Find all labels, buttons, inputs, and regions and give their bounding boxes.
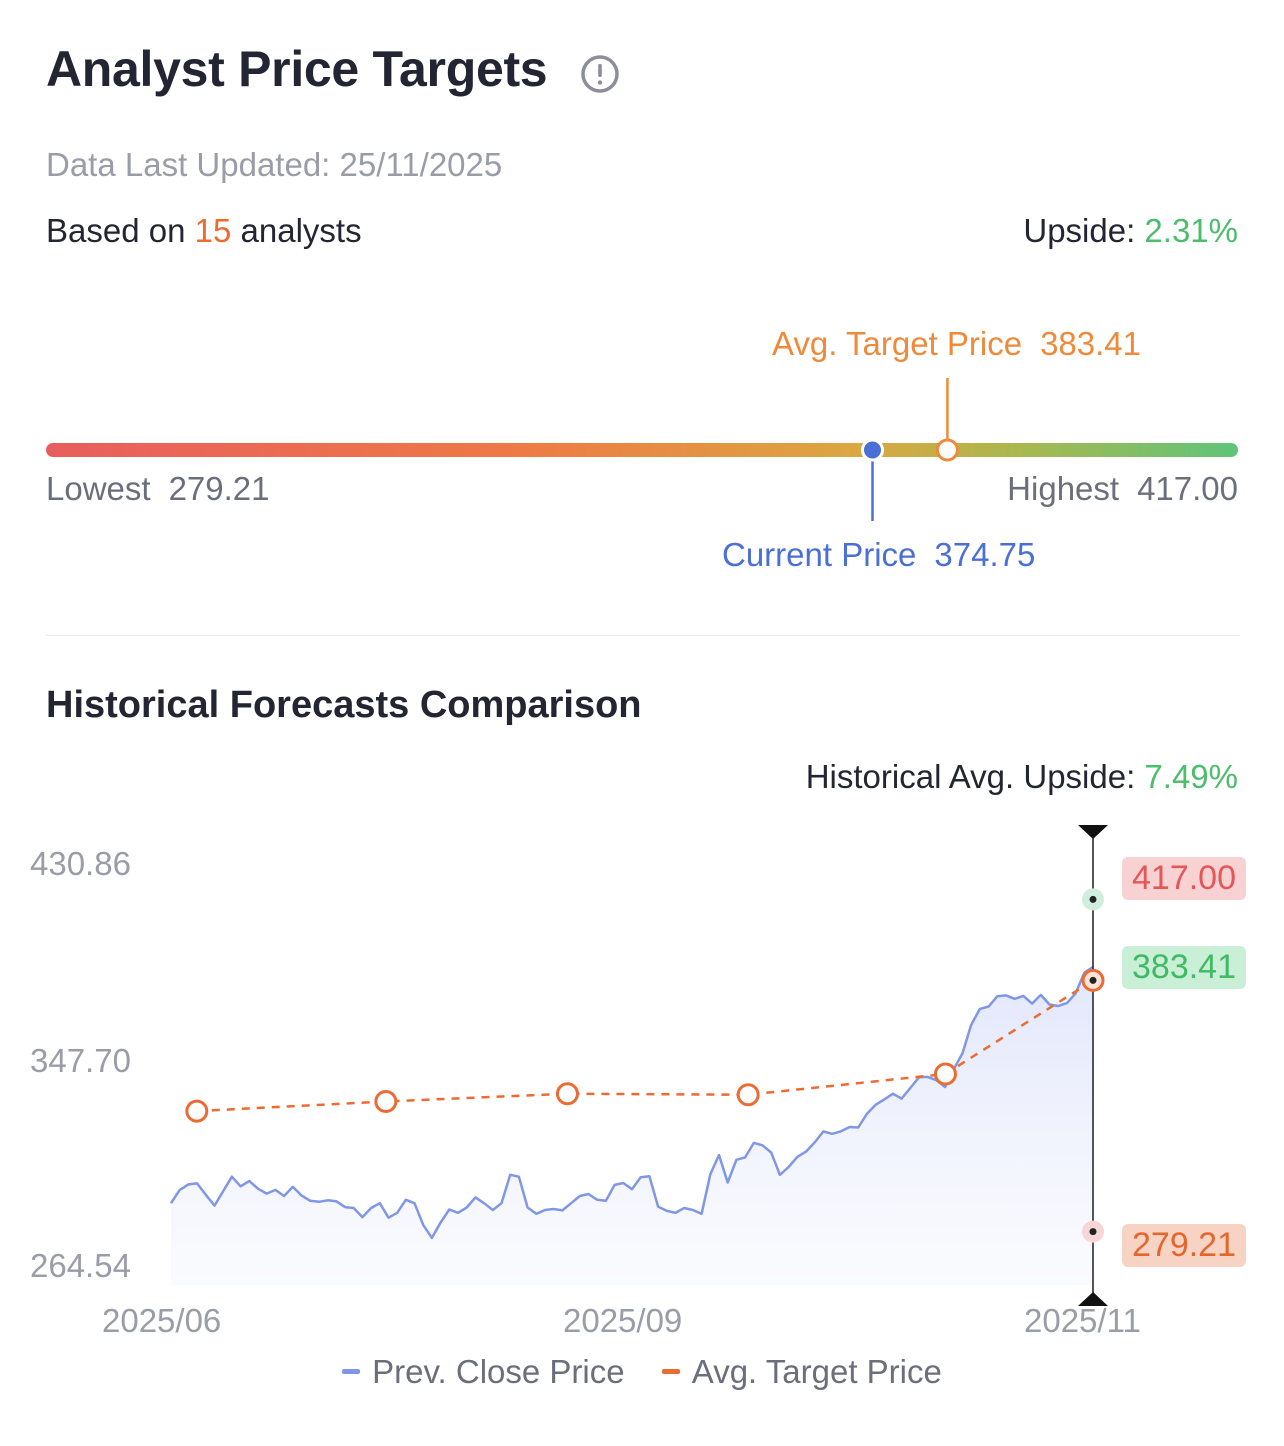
y-tick-label: 264.54 bbox=[30, 1247, 131, 1284]
historical-chart[interactable] bbox=[0, 0, 1284, 1340]
x-tick-label: 2025/09 bbox=[563, 1302, 683, 1339]
avg-target-line bbox=[196, 979, 1094, 1113]
lowest-badge: 279.21 bbox=[1122, 1224, 1246, 1267]
avg-target-point bbox=[736, 1083, 760, 1107]
highest-badge: 417.00 bbox=[1122, 857, 1246, 900]
avg-target-marker bbox=[935, 438, 959, 462]
upside-text: Upside: 2.31% bbox=[1023, 212, 1238, 249]
cursor-bottom-arrow bbox=[1078, 1292, 1108, 1306]
page-title: Analyst Price Targets bbox=[46, 41, 548, 97]
avg-target-value: 383.41 bbox=[1040, 325, 1142, 362]
avg-target-point bbox=[933, 1062, 957, 1086]
analyst-count-text: Based on 15 analysts bbox=[46, 212, 362, 249]
avg-marker-dot bbox=[1089, 976, 1097, 984]
legend-item-avg[interactable]: Avg. Target Price bbox=[661, 1353, 942, 1391]
highest-target: Highest 417.00 bbox=[1007, 470, 1238, 507]
current-price-value: 374.75 bbox=[934, 536, 1036, 573]
y-tick-label: 430.86 bbox=[30, 845, 131, 882]
current-price-marker bbox=[861, 438, 885, 462]
avg-target-point bbox=[374, 1089, 398, 1113]
highest-marker-dot bbox=[1089, 895, 1097, 903]
legend-item-close[interactable]: Prev. Close Price bbox=[342, 1353, 625, 1391]
info-icon[interactable] bbox=[580, 54, 620, 94]
section-title: Historical Forecasts Comparison bbox=[46, 684, 642, 726]
avg-target-label: Avg. Target Price 383.41 bbox=[772, 325, 1142, 362]
x-tick-label: 2025/06 bbox=[102, 1302, 222, 1339]
x-tick-label: 2025/11 bbox=[1024, 1302, 1141, 1339]
lowest-target: Lowest 279.21 bbox=[46, 470, 270, 507]
upside-value: 2.31% bbox=[1144, 212, 1238, 249]
last-updated-text: Data Last Updated: 25/11/2025 bbox=[46, 146, 503, 183]
avg-target-point bbox=[185, 1099, 209, 1123]
lowest-marker-dot bbox=[1089, 1228, 1097, 1236]
historical-upside-text: Historical Avg. Upside: 7.49% bbox=[805, 758, 1238, 795]
historical-upside-value: 7.49% bbox=[1144, 758, 1238, 795]
current-price-label: Current Price 374.75 bbox=[722, 536, 1036, 573]
cursor-top-arrow bbox=[1078, 825, 1108, 839]
analyst-count: 15 bbox=[194, 212, 232, 249]
avg-badge: 383.41 bbox=[1122, 946, 1246, 989]
legend-swatch bbox=[342, 1369, 361, 1374]
highest-value: 417.00 bbox=[1137, 470, 1238, 507]
avg-target-point bbox=[555, 1082, 579, 1106]
range-markers bbox=[861, 378, 959, 521]
chart-legend: Prev. Close Price Avg. Target Price bbox=[0, 1344, 1284, 1391]
close-price-area bbox=[171, 966, 1093, 1285]
y-tick-label: 347.70 bbox=[30, 1042, 131, 1079]
section-divider bbox=[46, 635, 1240, 636]
lowest-value: 279.21 bbox=[168, 470, 270, 507]
legend-swatch bbox=[661, 1369, 680, 1374]
